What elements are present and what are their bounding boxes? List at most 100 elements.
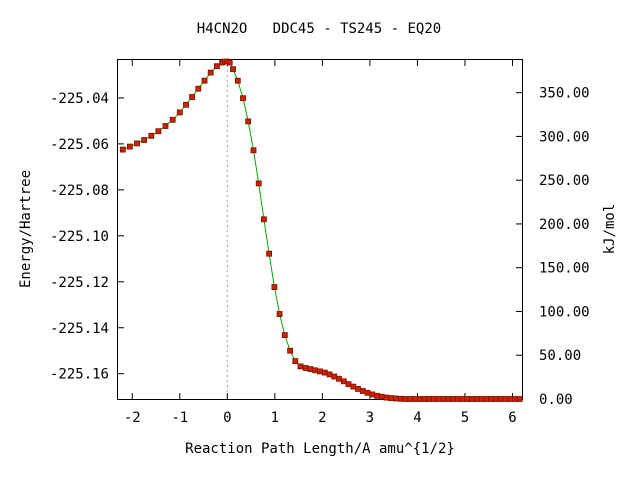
data-point [176, 109, 183, 116]
data-point [155, 128, 162, 135]
data-point [435, 396, 442, 402]
data-point [148, 132, 155, 139]
data-point [260, 216, 267, 223]
data-point [426, 396, 433, 402]
y2-axis-label: kJ/mol [602, 204, 618, 255]
data-point [478, 396, 485, 402]
data-point [213, 63, 220, 70]
y-axis-label: Energy/Hartree [18, 170, 34, 288]
data-point [402, 396, 409, 402]
data-point [326, 371, 333, 378]
y2-tick-label: 150.00 [539, 261, 590, 277]
data-point [250, 147, 257, 154]
data-point [431, 396, 438, 402]
data-point [240, 95, 246, 102]
data-point [245, 118, 252, 125]
data-point [355, 385, 361, 392]
data-point [502, 396, 509, 402]
data-point [340, 378, 347, 385]
data-point [271, 284, 278, 291]
data-point [397, 395, 404, 402]
data-point [450, 396, 457, 402]
x-tick-label: 1 [271, 410, 279, 426]
y2-tick-label: 350.00 [539, 86, 590, 102]
x-axis-label: Reaction Path Length/A amu^{1/2} [185, 441, 455, 457]
data-point [464, 396, 471, 402]
data-point [207, 69, 214, 76]
y2-tick-label: 300.00 [539, 129, 590, 145]
data-point [393, 395, 399, 402]
data-point [374, 392, 380, 399]
data-point [312, 367, 319, 374]
y-tick-label: -225.14 [50, 321, 109, 337]
data-point [189, 94, 196, 100]
data-point [388, 395, 395, 402]
x-tick-label: 4 [413, 410, 421, 426]
data-point [255, 180, 262, 187]
data-point [459, 396, 466, 402]
data-point [507, 396, 514, 402]
y2-tick-label: 200.00 [539, 217, 590, 233]
y-tick-label: -225.16 [50, 367, 109, 383]
y2-tick-label: 0.00 [539, 392, 573, 408]
data-point [454, 396, 461, 402]
y-tick-label: -225.04 [50, 91, 109, 107]
data-point [350, 383, 357, 390]
data-point [469, 396, 476, 402]
data-point [407, 396, 414, 402]
x-tick-label: 6 [508, 410, 516, 426]
data-point [195, 85, 202, 92]
y2-tick-label: 50.00 [539, 348, 581, 364]
data-point [183, 101, 189, 108]
data-point [141, 137, 148, 143]
x-tick-label: 3 [366, 410, 374, 426]
data-point [383, 394, 390, 401]
data-point [497, 396, 504, 402]
x-tick-label: -2 [124, 410, 141, 426]
data-point [302, 365, 309, 371]
y-tick-label: -225.10 [50, 229, 109, 245]
data-point [287, 347, 294, 354]
data-point [276, 311, 283, 317]
data-point [297, 363, 304, 370]
data-point [162, 123, 169, 129]
data-point [412, 396, 419, 402]
data-point [230, 66, 236, 73]
data-point [445, 396, 452, 402]
x-tick-label: 2 [318, 410, 326, 426]
y-tick-label: -225.12 [50, 275, 109, 291]
data-point [440, 396, 447, 402]
y-tick-label: -225.08 [50, 183, 109, 199]
x-tick-label: 5 [461, 410, 469, 426]
data-point [473, 396, 480, 402]
y-tick-label: -225.06 [50, 137, 109, 153]
data-point [292, 358, 299, 365]
x-tick-label: 0 [223, 410, 231, 426]
data-point [364, 389, 371, 396]
data-point [336, 375, 342, 382]
data-point [321, 369, 328, 376]
data-point [234, 77, 241, 84]
data-point [378, 393, 385, 400]
data-point [345, 381, 352, 388]
data-point [127, 143, 133, 150]
data-point [488, 396, 495, 402]
data-point [317, 368, 323, 375]
data-point [281, 332, 288, 339]
data-point [226, 59, 233, 66]
data-point [134, 140, 140, 147]
data-point [421, 396, 428, 402]
data-point [492, 396, 499, 402]
y2-tick-label: 100.00 [539, 304, 590, 320]
data-point [359, 388, 366, 394]
data-point [516, 396, 523, 402]
data-point [119, 146, 126, 153]
data-point [201, 77, 208, 84]
data-point [483, 396, 490, 402]
x-tick-label: -1 [171, 410, 188, 426]
data-point [369, 391, 376, 398]
chart-title: H4CN2O DDC45 - TS245 - EQ20 [197, 21, 441, 37]
data-point [169, 116, 176, 123]
data-point [416, 396, 423, 402]
